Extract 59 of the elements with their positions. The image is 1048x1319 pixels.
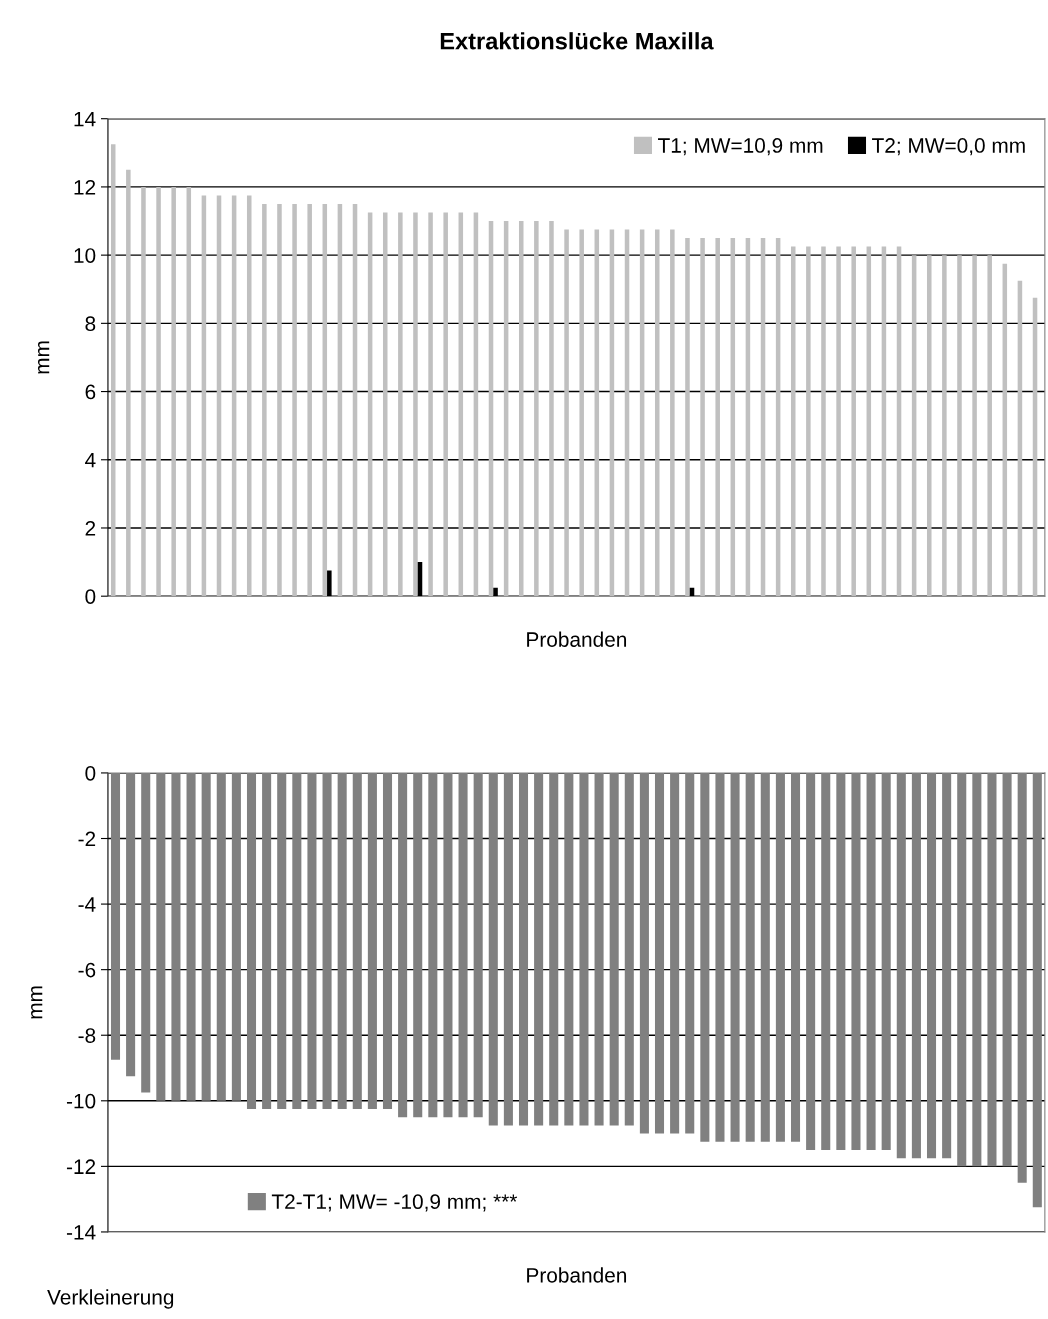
bar bbox=[518, 221, 524, 597]
bar bbox=[398, 212, 403, 597]
y-tick-label: 8 bbox=[85, 316, 96, 332]
bar bbox=[549, 221, 554, 597]
bar bbox=[126, 169, 131, 597]
bar bbox=[171, 186, 176, 597]
bar bbox=[670, 229, 675, 597]
y-tick-label: 14 bbox=[74, 111, 96, 127]
bar bbox=[382, 212, 388, 597]
y-tick-label: -6 bbox=[78, 962, 96, 978]
y-axis-title: mm bbox=[37, 341, 50, 374]
bar bbox=[292, 203, 297, 597]
legend-label: T1; MW=10,9 mm bbox=[658, 138, 823, 156]
y-tick-label: 12 bbox=[74, 179, 96, 195]
y-tick-label: -10 bbox=[66, 1093, 96, 1109]
bar bbox=[942, 255, 947, 597]
y-tick-label: 4 bbox=[85, 452, 96, 468]
y-tick-label: -4 bbox=[78, 897, 96, 912]
y-tick-label: -2 bbox=[78, 831, 96, 847]
bar bbox=[715, 238, 720, 597]
bar bbox=[851, 246, 856, 597]
bar bbox=[141, 186, 146, 597]
chart-title: Extraktionslücke Maxilla bbox=[440, 32, 714, 50]
y-tick-label: -12 bbox=[66, 1159, 96, 1174]
x-axis-title: Probanden bbox=[527, 631, 627, 647]
text: Verkleinerung bbox=[47, 1289, 174, 1309]
bar bbox=[972, 255, 977, 597]
bar bbox=[246, 195, 252, 597]
bar bbox=[654, 229, 660, 597]
bar bbox=[579, 229, 584, 597]
legend-label: T2; MW=0,0 mm bbox=[872, 138, 1025, 156]
x-axis-title: Probanden bbox=[527, 1267, 627, 1283]
bar bbox=[564, 229, 569, 597]
bar bbox=[685, 238, 690, 597]
bar bbox=[413, 212, 418, 597]
bar bbox=[262, 203, 267, 597]
bar bbox=[277, 203, 282, 597]
bar bbox=[836, 246, 841, 597]
bar bbox=[156, 186, 161, 597]
y-tick-label: 10 bbox=[74, 248, 96, 263]
y-tick-label: 6 bbox=[85, 384, 96, 400]
bar bbox=[443, 212, 448, 597]
bar bbox=[957, 255, 962, 597]
bar bbox=[926, 255, 932, 597]
bar bbox=[790, 246, 796, 597]
bar bbox=[806, 246, 811, 597]
bar bbox=[428, 212, 433, 597]
y-axis-title: mm bbox=[31, 986, 43, 1019]
y-tick-label: -8 bbox=[78, 1028, 96, 1043]
legend-label: T2-T1; MW= -10,9 mm; *** bbox=[271, 1194, 518, 1212]
y-tick-label: 2 bbox=[85, 520, 96, 536]
y-tick-label: 0 bbox=[85, 765, 96, 781]
bar bbox=[700, 238, 705, 597]
bar bbox=[821, 246, 826, 597]
bar bbox=[307, 203, 312, 597]
y-tick-label: -14 bbox=[66, 1225, 96, 1240]
bar bbox=[534, 221, 539, 597]
bar bbox=[987, 255, 992, 597]
y-tick-label: 0 bbox=[85, 589, 96, 604]
